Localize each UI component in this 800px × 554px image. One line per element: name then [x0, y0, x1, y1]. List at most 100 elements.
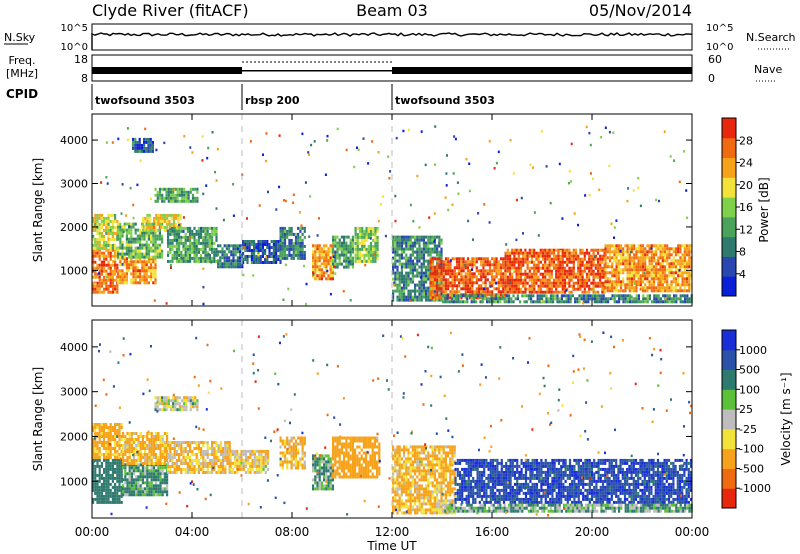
echo-cell: [356, 235, 359, 239]
echo-cell: [117, 228, 120, 232]
echo-cell: [111, 234, 114, 238]
echo-cell: [477, 294, 480, 298]
echo-cell: [354, 229, 357, 233]
echo-cell: [460, 275, 463, 279]
echo-cell: [92, 269, 95, 273]
echo-cell: [577, 281, 580, 285]
echo-cell: [270, 246, 273, 249]
echo-cell: [132, 269, 135, 273]
echo-cell: [144, 472, 147, 476]
freq-band-2: [242, 70, 392, 72]
echo-cell: [98, 213, 101, 217]
scatter-cell: [336, 127, 339, 131]
echo-cell: [641, 289, 645, 293]
echo-cell: [587, 297, 590, 301]
echo-cell: [650, 277, 653, 281]
echo-cell: [297, 250, 300, 254]
echo-cell: [611, 268, 614, 272]
echo-cell: [495, 260, 498, 264]
echo-cell: [141, 269, 144, 273]
echo-cell: [92, 228, 95, 232]
echo-cell: [154, 405, 157, 409]
echo-cell: [475, 278, 478, 282]
echo-cell: [152, 456, 155, 459]
echo-cell: [466, 260, 470, 264]
echo-cell: [425, 244, 428, 248]
echo-cell: [511, 278, 514, 282]
echo-cell: [604, 274, 607, 278]
echo-cell: [672, 247, 675, 251]
echo-cell: [143, 252, 146, 256]
echo-cell: [392, 295, 395, 299]
echo-cell: [223, 259, 226, 263]
echo-cell: [495, 272, 498, 276]
echo-cell: [96, 251, 99, 255]
echo-cell: [650, 286, 653, 290]
echo-cell: [132, 240, 135, 244]
echo-cell: [139, 493, 142, 497]
echo-cell: [107, 432, 110, 435]
echo-cell: [519, 272, 523, 276]
echo-cell: [653, 297, 656, 301]
echo-cell: [592, 257, 595, 261]
echo-cell: [526, 257, 529, 261]
echo-cell: [650, 253, 653, 257]
echo-cell: [194, 399, 197, 403]
echo-cell: [98, 234, 101, 238]
scatter-cell: [265, 132, 268, 135]
echo-cell: [590, 287, 593, 291]
echo-cell: [312, 256, 315, 260]
echo-cell: [111, 476, 114, 480]
echo-cell: [121, 240, 124, 244]
echo-cell: [581, 278, 584, 282]
echo-cell: [107, 219, 110, 223]
echo-cell: [176, 193, 179, 197]
scatter-cell: [626, 199, 629, 203]
echo-cell: [143, 234, 146, 238]
echo-cell: [422, 292, 425, 296]
echo-cell: [552, 248, 556, 252]
echo-cell: [639, 268, 642, 272]
echo-cell: [594, 257, 597, 261]
echo-cell: [217, 244, 220, 248]
echo-cell: [118, 432, 121, 435]
echo-cell: [471, 290, 474, 294]
echo-cell: [136, 272, 139, 276]
echo-cell: [405, 280, 408, 284]
echo-cell: [279, 238, 282, 242]
echo-cell: [683, 244, 686, 248]
echo-cell: [598, 297, 601, 301]
echo-cell: [316, 265, 319, 269]
echo-cell: [172, 193, 175, 197]
echo-cell: [288, 244, 291, 248]
echo-cell: [392, 298, 395, 302]
echo-cell: [376, 226, 379, 230]
echo-cell: [690, 265, 693, 269]
echo-cell: [409, 280, 412, 284]
echo-cell: [502, 260, 505, 264]
echo-cell: [185, 199, 188, 203]
echo-cell: [133, 462, 136, 465]
echo-cell: [484, 290, 487, 294]
echo-cell: [197, 232, 200, 236]
echo-cell: [633, 277, 636, 281]
echo-cell: [312, 265, 315, 269]
echo-cell: [117, 246, 120, 250]
echo-cell: [471, 275, 474, 279]
echo-cell: [440, 250, 443, 254]
echo-cell: [655, 265, 658, 269]
echo-cell: [150, 266, 153, 270]
echo-cell: [657, 244, 660, 248]
echo-cell: [672, 274, 675, 278]
echo-cell: [554, 297, 557, 301]
echo-cell: [288, 250, 291, 254]
echo-cell: [431, 238, 434, 242]
echo-cell: [637, 274, 640, 278]
echo-cell: [141, 225, 144, 229]
echo-cell: [681, 294, 684, 298]
echo-cell: [462, 263, 465, 267]
echo-cell: [685, 277, 689, 281]
echo-cell: [436, 257, 439, 261]
power-heatmap-cells: [92, 114, 693, 306]
scatter-cell: [451, 203, 454, 206]
